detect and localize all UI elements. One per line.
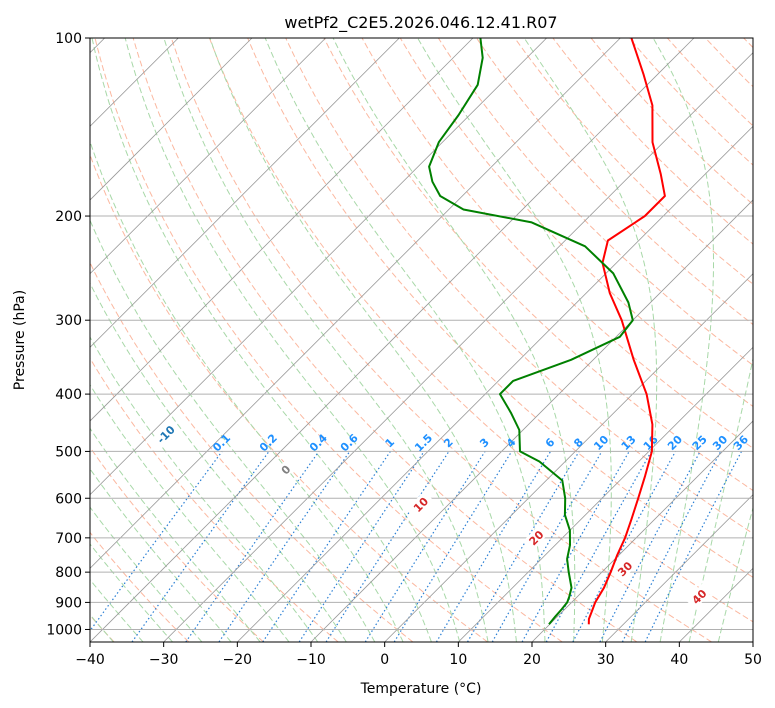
mixing-ratio-line (545, 451, 652, 642)
isotherm (90, 38, 621, 569)
moist-adiabat (90, 578, 144, 642)
y-tick-label: 1000 (46, 622, 82, 638)
y-axis: 100 200 300 400 500 600 700 800 900 1000 (46, 31, 90, 638)
mixing-ratio-line (90, 451, 223, 632)
moist-adiabat-label-bg (611, 555, 638, 582)
moist-adiabat (90, 383, 290, 642)
isotherm (90, 38, 400, 348)
dry-adiabat (90, 261, 414, 642)
y-tick-label: 600 (55, 491, 82, 507)
isotherm (605, 494, 753, 642)
isotherm (384, 273, 753, 642)
isotherm (458, 346, 753, 642)
mixing-ratio-line (185, 451, 320, 642)
y-axis-label: Pressure (hPa) (12, 290, 28, 390)
y-tick-label: 700 (55, 531, 82, 547)
x-tick-label: 10 (449, 652, 467, 668)
moist-adiabat (652, 38, 714, 642)
x-tick-label: −40 (75, 652, 105, 668)
moist-adiabat (90, 506, 203, 642)
isotherm (90, 38, 253, 201)
background-lines (90, 38, 753, 642)
dry-adiabat (209, 38, 753, 623)
x-tick-label: −30 (149, 652, 179, 668)
moist-adiabat-label-bg (272, 456, 299, 483)
dry-adiabat (132, 38, 638, 642)
x-tick-label: −10 (296, 652, 326, 668)
moist-adiabat (90, 139, 404, 642)
mixing-ratio-line (521, 451, 630, 642)
chart-title: wetPf2_C2E5.2026.046.12.41.R07 (284, 13, 557, 33)
dry-adiabat (90, 357, 339, 642)
moist-adiabat (90, 218, 376, 642)
isotherm (90, 38, 695, 642)
dry-adiabat (90, 531, 190, 642)
moist-adiabat-label-bg (152, 420, 179, 448)
x-tick-label: 0 (380, 652, 389, 668)
mixing-ratio-line (325, 451, 450, 642)
y-tick-label: 400 (55, 387, 82, 403)
moist-adiabat (91, 38, 432, 642)
dry-adiabat (247, 38, 753, 578)
temperature-line (587, 38, 666, 625)
x-axis-label: Temperature (°C) (360, 681, 482, 697)
moist-adiabat (264, 38, 546, 642)
plot-frame (89, 37, 754, 643)
isotherm (531, 420, 753, 642)
mixing-ratio-line (262, 451, 391, 642)
mixing-ratio-line (644, 451, 743, 642)
pressure-grid (90, 38, 753, 630)
moist-adiabat (90, 427, 261, 642)
dry-adiabat (94, 38, 563, 642)
mixing-ratio-line (218, 451, 351, 642)
moist-adiabat (209, 38, 517, 642)
isotherm (90, 38, 326, 275)
moist-adiabat (332, 38, 576, 642)
y-tick-label: 800 (55, 565, 82, 581)
moist-adiabat-label-bg (407, 491, 434, 518)
moist-adiabat (90, 543, 173, 642)
moist-adiabat (417, 38, 612, 642)
moist-adiabat (523, 38, 658, 642)
dry-adiabat (399, 38, 753, 408)
dewpoint-line (428, 38, 634, 625)
y-tick-label: 900 (55, 595, 82, 611)
x-tick-label: 50 (744, 652, 762, 668)
moist-adiabat (163, 38, 489, 642)
dry-adiabat (285, 38, 753, 535)
x-tick-label: 20 (523, 652, 541, 668)
moist-adiabat-label-bg (522, 524, 549, 551)
mixing-ratio-line (621, 451, 722, 642)
y-tick-label: 300 (55, 313, 82, 329)
moist-adiabat-label-bg (685, 583, 712, 610)
moist-adiabat (124, 38, 461, 642)
mixing-ratio-line (298, 451, 425, 642)
dry-adiabat (323, 38, 753, 492)
x-tick-label: −20 (223, 652, 253, 668)
y-tick-label: 500 (55, 444, 82, 460)
isotherm (90, 38, 547, 496)
y-tick-label: 200 (55, 209, 82, 225)
dry-adiabat (361, 38, 753, 449)
dry-adiabat (437, 38, 753, 366)
isotherm (90, 38, 474, 422)
y-tick-label: 100 (55, 31, 82, 47)
isotherm (163, 52, 753, 642)
moist-adiabat (90, 282, 347, 642)
mixing-ratio-line (393, 451, 513, 642)
x-tick-label: 40 (670, 652, 688, 668)
x-tick-label: 30 (597, 652, 615, 668)
profiles (428, 38, 666, 625)
moist-adiabat (90, 468, 232, 642)
x-axis: −40 −30 −20 −10 0 10 20 30 40 50 (75, 642, 762, 668)
moist-adiabat (688, 356, 753, 642)
moist-adiabat (90, 336, 319, 642)
isotherm (237, 125, 753, 642)
